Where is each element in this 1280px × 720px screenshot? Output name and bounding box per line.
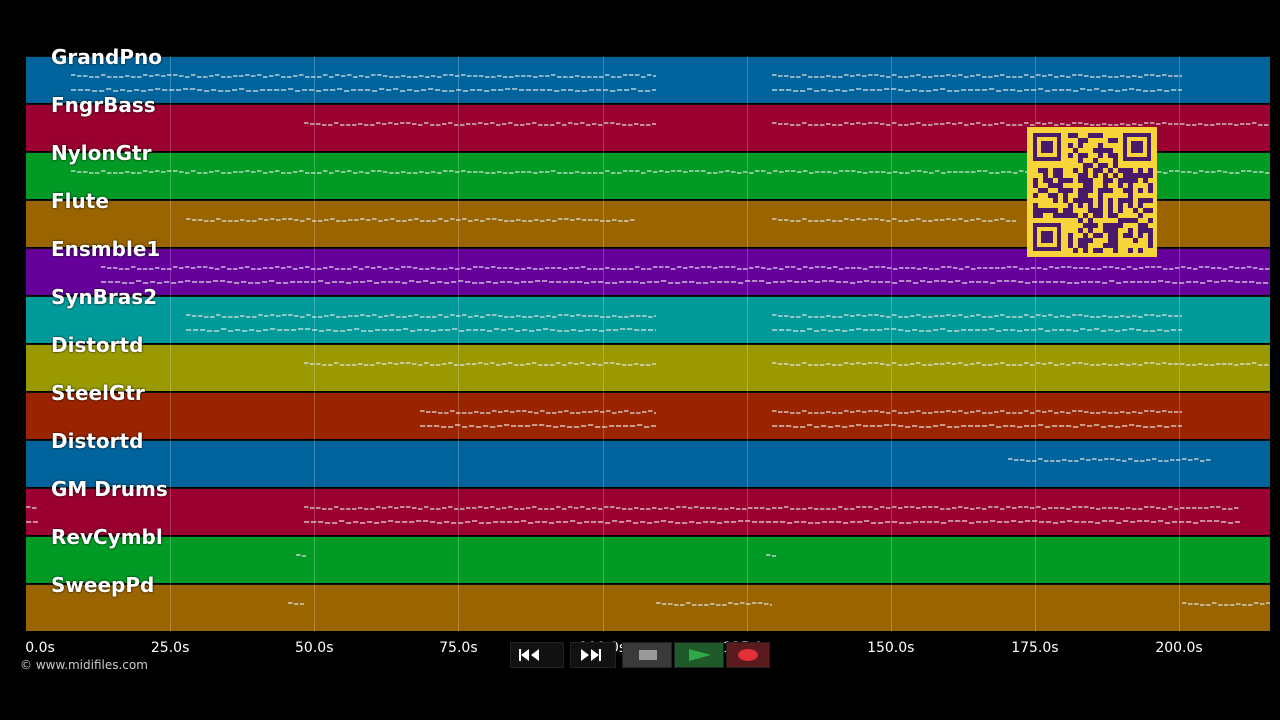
track-lane: GrandPno xyxy=(26,45,1270,103)
time-tick-label: 75.0s xyxy=(439,640,478,656)
record-button[interactable] xyxy=(726,642,770,668)
track-name: Ensmble1 xyxy=(51,237,161,261)
time-tick-label: 50.0s xyxy=(295,640,334,656)
track-name: Distortd xyxy=(51,333,144,357)
stop-icon xyxy=(639,650,657,660)
track-name: SweepPd xyxy=(51,573,155,597)
time-tick-label: 175.0s xyxy=(1011,640,1059,656)
track-name: GrandPno xyxy=(51,45,162,69)
track-name: Flute xyxy=(51,189,109,213)
transport-controls xyxy=(510,642,770,670)
track-name: Distortd xyxy=(51,429,144,453)
track-lane: SynBras2 xyxy=(26,285,1270,343)
rewind-button[interactable] xyxy=(510,642,564,668)
time-tick-label: 200.0s xyxy=(1155,640,1203,656)
track-name: SynBras2 xyxy=(51,285,158,309)
stop-button[interactable] xyxy=(622,642,672,668)
record-icon xyxy=(738,649,758,661)
time-tick-label: 150.0s xyxy=(867,640,915,656)
play-button[interactable] xyxy=(674,642,724,668)
track-name: FngrBass xyxy=(51,93,156,117)
track-name: NylonGtr xyxy=(51,141,152,165)
rewind-icon xyxy=(519,649,539,661)
track-lane: Distortd xyxy=(26,333,1270,391)
track-lane: SweepPd xyxy=(26,573,1270,631)
track-lane: Distortd xyxy=(26,429,1270,487)
fast-forward-icon xyxy=(581,649,601,661)
track-name: SteelGtr xyxy=(51,381,145,405)
track-name: GM Drums xyxy=(51,477,168,501)
qr-code-graphic xyxy=(1033,133,1153,253)
play-icon xyxy=(689,649,711,661)
track-lane: GM Drums xyxy=(26,477,1270,535)
track-name: RevCymbl xyxy=(51,525,163,549)
track-lane: RevCymbl xyxy=(26,525,1270,583)
fast-forward-button[interactable] xyxy=(570,642,616,668)
copyright-text: © www.midifiles.com xyxy=(20,658,148,672)
time-tick-label: 0.0s xyxy=(25,640,55,656)
qr-code-icon[interactable] xyxy=(1027,127,1157,257)
track-lane: SteelGtr xyxy=(26,381,1270,439)
time-tick-label: 25.0s xyxy=(150,640,190,656)
